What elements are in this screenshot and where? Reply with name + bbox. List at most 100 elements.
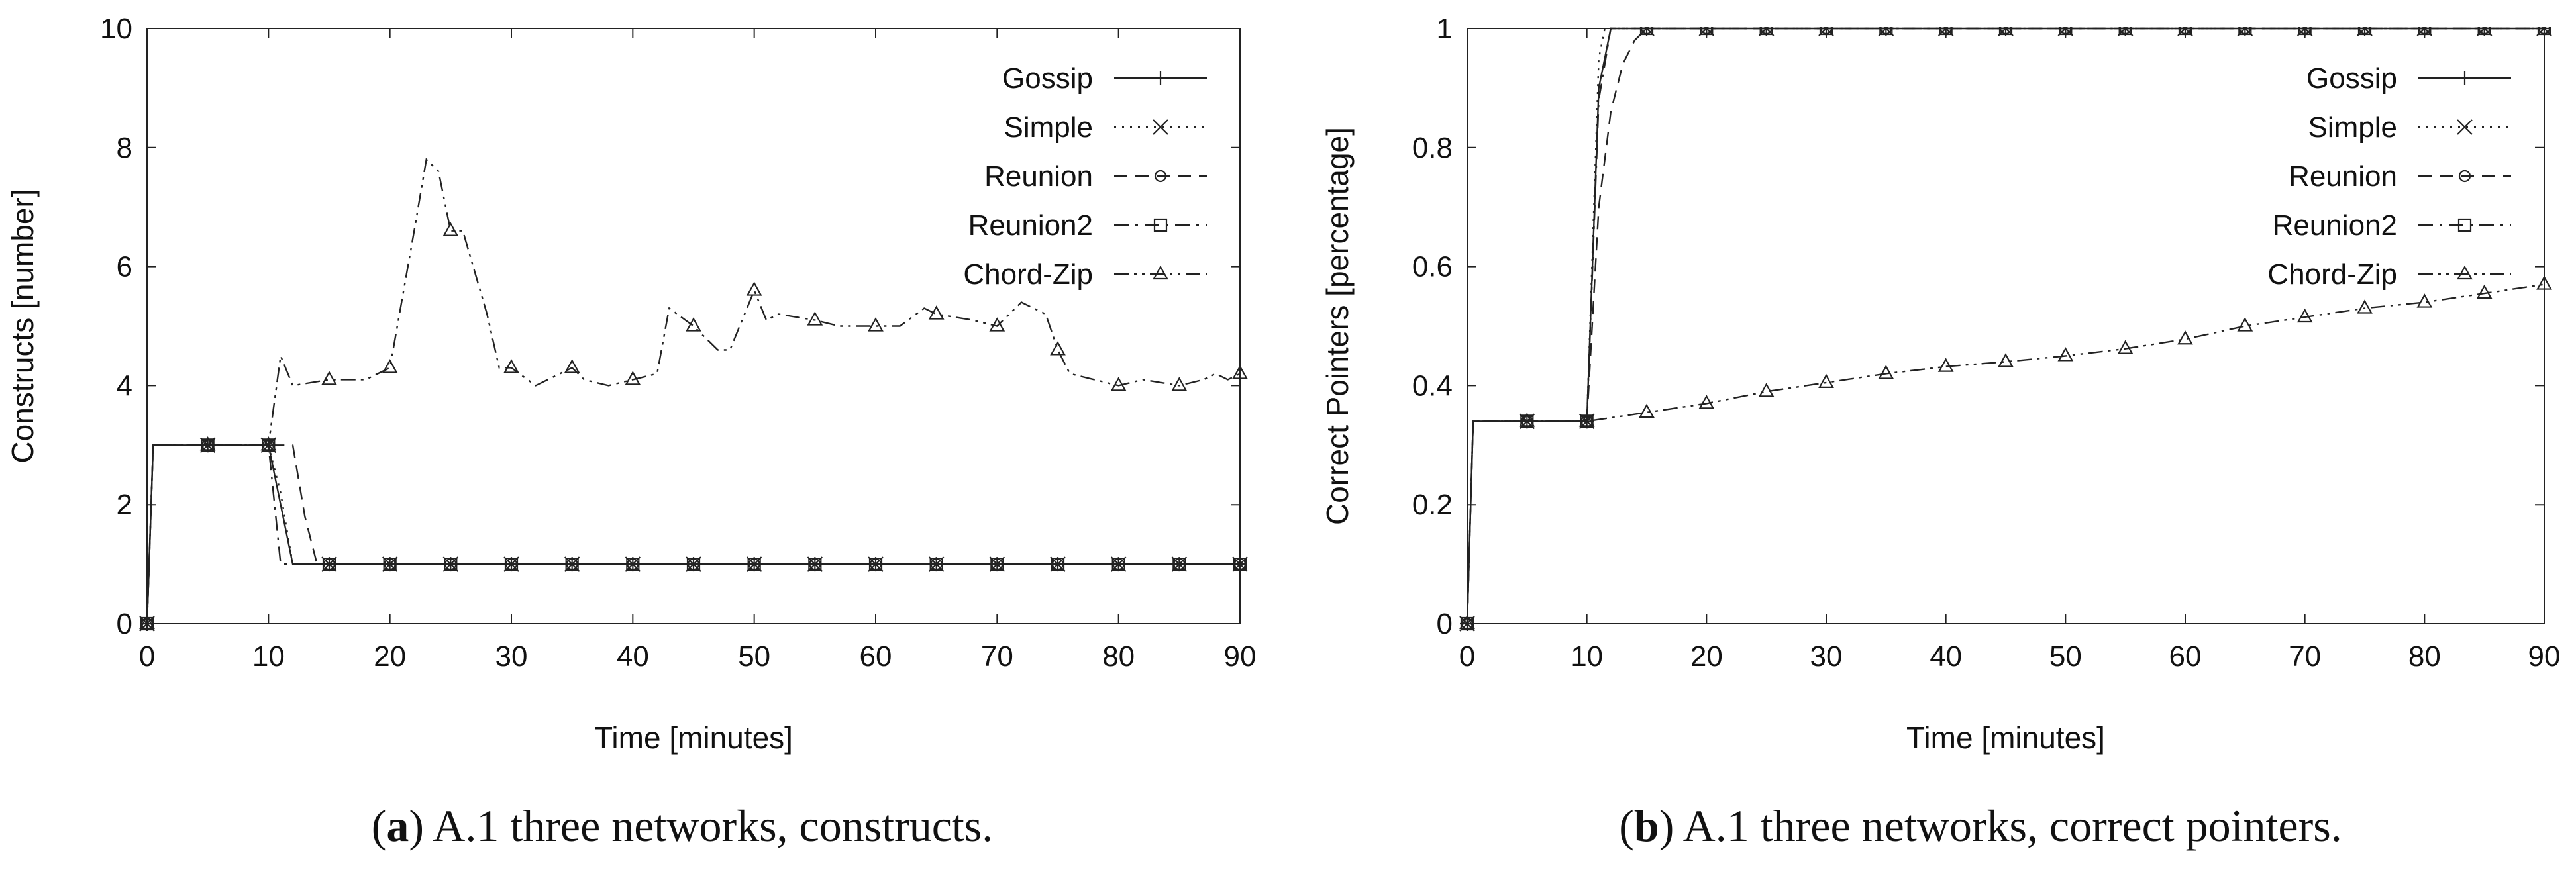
data-point [868, 557, 883, 571]
legend-label: Reunion2 [968, 209, 1093, 242]
data-point [1050, 341, 1066, 356]
data-point [807, 311, 823, 326]
x-tick-label: 90 [1224, 640, 1257, 673]
x-axis-title: Time [minutes] [594, 720, 793, 755]
series-reunion2 [1460, 27, 2551, 631]
y-tick-label: 0.2 [1412, 489, 1453, 521]
data-point [686, 557, 701, 571]
data-point [2537, 27, 2551, 36]
y-tick-label: 2 [117, 489, 132, 521]
x-tick-label: 70 [981, 640, 1013, 673]
data-point [1939, 27, 1953, 36]
y-tick-label: 0.6 [1412, 251, 1453, 283]
data-point [2057, 347, 2074, 362]
legend-label: Reunion2 [2273, 209, 2397, 242]
legend-label: Reunion [984, 160, 1093, 193]
series-line [146, 444, 1240, 624]
series-simple [139, 437, 1248, 632]
data-point [1937, 358, 1954, 372]
data-point [2357, 27, 2372, 36]
data-point [1519, 413, 1535, 427]
x-tick-label: 30 [495, 640, 528, 673]
legend-label: Reunion [2289, 160, 2397, 193]
x-tick-label: 80 [1102, 640, 1135, 673]
figure-caption: (b) A.1 three networks, correct pointers… [1619, 801, 2342, 851]
data-point [1459, 614, 1475, 630]
legend-marker [2458, 170, 2471, 183]
data-point [686, 317, 701, 332]
data-point [2416, 293, 2433, 308]
data-point [746, 281, 762, 296]
data-point [503, 359, 519, 373]
legend-marker [1153, 71, 1168, 85]
data-point [868, 317, 884, 332]
data-point [1819, 27, 1833, 36]
x-tick-label: 50 [738, 640, 770, 673]
data-point [747, 557, 761, 571]
data-point [928, 305, 945, 320]
x-tick-label: 40 [617, 640, 649, 673]
data-point [2118, 27, 2132, 36]
legend-label: Gossip [1002, 62, 1093, 95]
x-tick-label: 90 [2528, 640, 2561, 673]
data-point [442, 222, 459, 236]
x-tick-label: 60 [860, 640, 892, 673]
data-point [1700, 27, 1714, 36]
data-point [2177, 330, 2193, 345]
data-point [1578, 413, 1595, 427]
y-tick-label: 6 [117, 251, 132, 283]
data-point [1639, 403, 1655, 418]
data-point [2298, 27, 2312, 36]
data-point [2536, 275, 2552, 290]
data-point [504, 557, 519, 571]
x-tick-label: 10 [252, 640, 285, 673]
data-point [1639, 27, 1655, 36]
data-point [2296, 308, 2313, 323]
data-point [1639, 27, 1654, 36]
y-tick-label: 0.8 [1412, 132, 1453, 164]
y-tick-label: 1 [1437, 13, 1453, 45]
data-point [139, 614, 155, 630]
data-point [1171, 377, 1188, 391]
series-line [1466, 283, 2545, 624]
y-axis-title: Correct Pointers [percentage] [1320, 127, 1355, 525]
legend-marker [1153, 265, 1168, 280]
data-point [626, 557, 640, 571]
legend-label: Simple [1004, 111, 1094, 144]
x-tick-label: 10 [1571, 640, 1603, 673]
data-point [564, 359, 580, 373]
x-tick-label: 40 [1930, 640, 1962, 673]
data-point [989, 317, 1005, 332]
x-tick-label: 80 [2408, 640, 2441, 673]
data-point [565, 557, 579, 571]
series-reunion [140, 439, 1247, 630]
data-point [1879, 27, 1893, 36]
data-point [382, 359, 398, 373]
legend-label: Chord-Zip [963, 258, 1093, 291]
data-point [2237, 317, 2253, 332]
data-point [383, 557, 397, 571]
data-point [1172, 557, 1186, 571]
x-tick-label: 20 [374, 640, 406, 673]
data-point [1998, 27, 2013, 36]
data-point [199, 436, 216, 451]
x-tick-label: 30 [1810, 640, 1843, 673]
data-point [2117, 340, 2134, 354]
data-point [808, 557, 822, 571]
data-point [1759, 27, 1773, 36]
data-point [322, 557, 336, 571]
data-point [321, 371, 337, 385]
data-point [625, 371, 641, 385]
legend: Gossip Simple Reunion Reunion2 Chord-Zip [2267, 62, 2511, 291]
series-chord-zip [139, 158, 1248, 630]
data-point [2059, 27, 2073, 36]
data-point [2357, 299, 2373, 314]
data-point [1758, 383, 1775, 397]
series-line [146, 444, 1240, 624]
data-point [1232, 365, 1248, 379]
data-point [1233, 557, 1247, 571]
data-point [1110, 377, 1127, 391]
series-chord-zip [1459, 275, 2552, 630]
legend-label: Chord-Zip [2267, 258, 2397, 291]
data-point [1818, 373, 1834, 389]
